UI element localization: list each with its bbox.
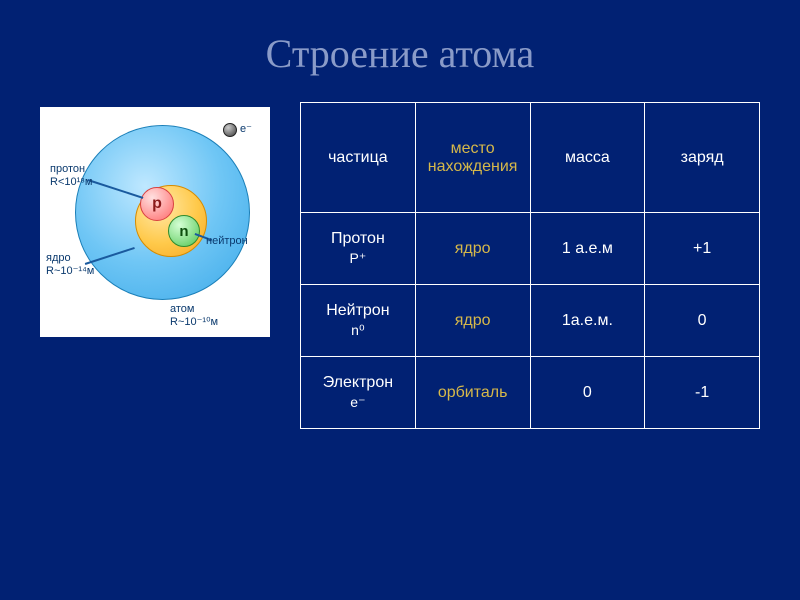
table-row: Электрон e⁻ орбиталь 0 -1 <box>301 357 760 429</box>
col-charge: заряд <box>645 103 760 213</box>
atom-diagram: p n e⁻ протон R<10¹⁸м ядро R~10⁻¹⁴м нейт… <box>40 107 270 337</box>
label-nucleus: ядро R~10⁻¹⁴м <box>46 252 94 277</box>
cell-location: ядро <box>415 285 530 357</box>
cell-particle: Протон P⁺ <box>301 213 416 285</box>
cell-location: ядро <box>415 213 530 285</box>
cell-mass: 1 а.е.м <box>530 213 645 285</box>
particle-table: частица место нахождения масса заряд Про… <box>300 102 760 429</box>
col-location: место нахождения <box>415 103 530 213</box>
particle-name: Электрон <box>323 374 393 391</box>
label-proton-radius: R<10¹⁸м <box>50 176 92 188</box>
particle-symbol: P⁺ <box>309 250 407 267</box>
content-row: p n e⁻ протон R<10¹⁸м ядро R~10⁻¹⁴м нейт… <box>0 97 800 429</box>
label-neutron: нейтрон <box>206 235 248 248</box>
table-row: Нейтрон n⁰ ядро 1а.е.м. 0 <box>301 285 760 357</box>
table-header-row: частица место нахождения масса заряд <box>301 103 760 213</box>
label-nucleus-text: ядро <box>46 252 71 264</box>
label-nucleus-radius: R~10⁻¹⁴м <box>46 265 94 277</box>
proton-circle: p <box>140 187 174 221</box>
particle-name: Нейтрон <box>326 302 389 319</box>
neutron-circle: n <box>168 215 200 247</box>
label-proton: протон R<10¹⁸м <box>50 163 92 188</box>
col-mass: масса <box>530 103 645 213</box>
cell-charge: +1 <box>645 213 760 285</box>
label-atom-text: атом <box>170 303 194 315</box>
page-title: Строение атома <box>0 0 800 97</box>
particle-symbol: e⁻ <box>309 394 407 411</box>
cell-mass: 0 <box>530 357 645 429</box>
particle-symbol: n⁰ <box>309 322 407 339</box>
cell-charge: -1 <box>645 357 760 429</box>
label-electron-symbol: e⁻ <box>240 123 252 136</box>
electron-dot <box>223 123 237 137</box>
label-atom: атом R~10⁻¹⁰м <box>170 303 218 328</box>
cell-particle: Нейтрон n⁰ <box>301 285 416 357</box>
label-proton-text: протон <box>50 163 85 175</box>
cell-location: орбиталь <box>415 357 530 429</box>
cell-charge: 0 <box>645 285 760 357</box>
cell-particle: Электрон e⁻ <box>301 357 416 429</box>
col-particle: частица <box>301 103 416 213</box>
cell-mass: 1а.е.м. <box>530 285 645 357</box>
table-row: Протон P⁺ ядро 1 а.е.м +1 <box>301 213 760 285</box>
particle-name: Протон <box>331 230 385 247</box>
label-atom-radius: R~10⁻¹⁰м <box>170 316 218 328</box>
